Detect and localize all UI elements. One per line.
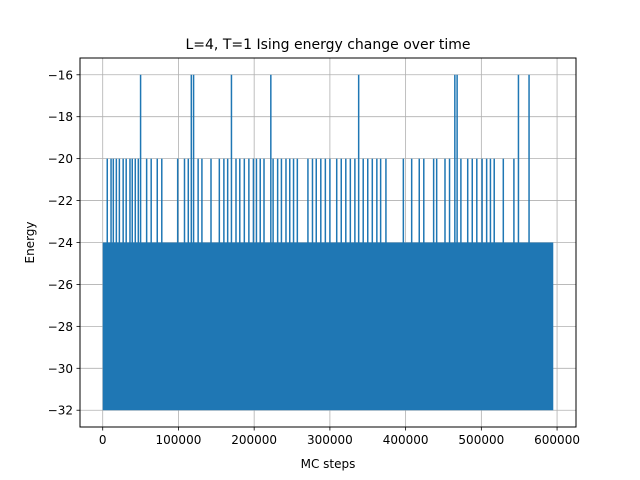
x-axis-title: MC steps <box>301 457 356 471</box>
y-tick-label: −22 <box>48 194 73 208</box>
y-tick-label: −30 <box>48 362 73 376</box>
chart-title: L=4, T=1 Ising energy change over time <box>185 37 470 53</box>
energy-series <box>102 74 554 411</box>
y-tick-label: −20 <box>48 152 73 166</box>
x-tick-label: 400000 <box>383 433 429 447</box>
y-tick-label: −26 <box>48 278 73 292</box>
x-tick-label: 100000 <box>156 433 202 447</box>
x-tick-label: 300000 <box>307 433 353 447</box>
y-tick-label: −28 <box>48 320 73 334</box>
x-axis-ticks: 0 100000 200000 300000 400000 500000 600000 <box>99 427 580 447</box>
y-axis-title: Energy <box>23 221 37 263</box>
y-axis-ticks: −32 −30 −28 −26 −24 −22 −20 −18 −16 <box>48 68 80 418</box>
x-tick-label: 600000 <box>534 433 580 447</box>
x-tick-label: 200000 <box>231 433 277 447</box>
y-tick-label: −32 <box>48 404 73 418</box>
x-tick-label: 0 <box>99 433 107 447</box>
x-tick-label: 500000 <box>458 433 504 447</box>
y-tick-label: −18 <box>48 110 73 124</box>
y-tick-label: −16 <box>48 68 73 82</box>
y-tick-label: −24 <box>48 236 73 250</box>
energy-dense-band <box>102 242 554 411</box>
